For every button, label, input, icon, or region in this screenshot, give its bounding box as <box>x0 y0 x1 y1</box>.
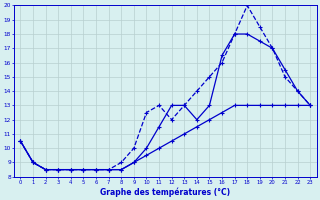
X-axis label: Graphe des températures (°C): Graphe des températures (°C) <box>100 187 230 197</box>
